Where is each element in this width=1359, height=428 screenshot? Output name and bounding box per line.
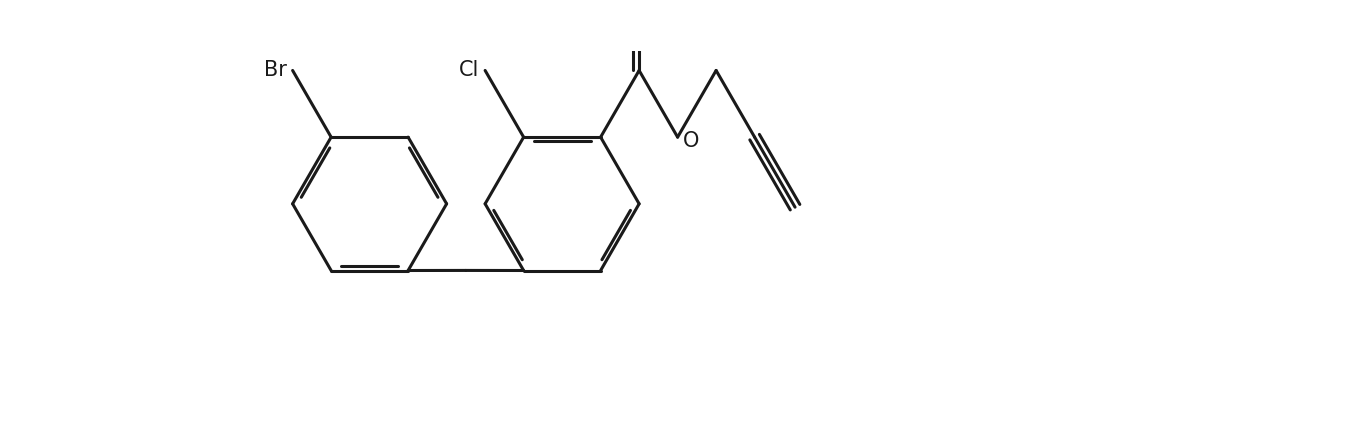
Text: Br: Br — [265, 60, 287, 80]
Text: O: O — [684, 131, 700, 151]
Text: Cl: Cl — [459, 60, 480, 80]
